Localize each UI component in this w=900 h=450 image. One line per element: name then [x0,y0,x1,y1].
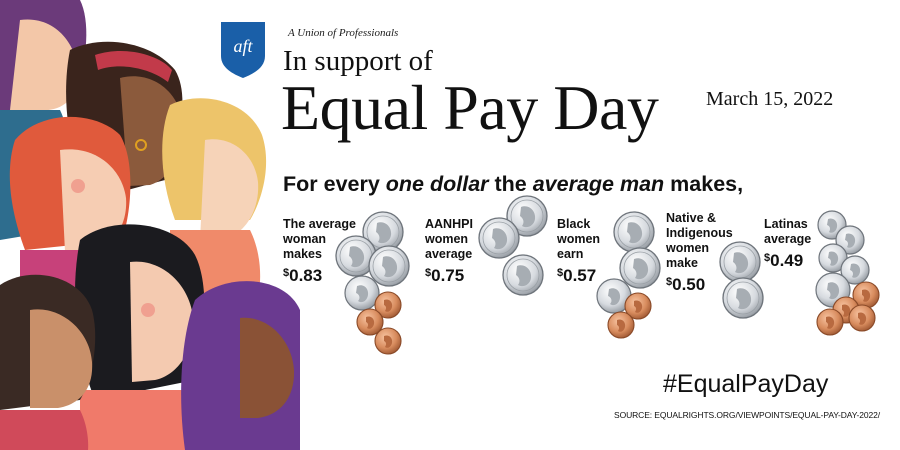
quarter-coin [619,247,661,289]
penny-coin [607,311,635,339]
quarter-coin [368,245,410,287]
stat-value: $0.49 [764,251,804,270]
penny-coin [816,308,844,336]
stat-value: $0.75 [425,266,465,285]
stat-label: Latinas average [764,217,812,246]
quarter-coin [613,211,655,253]
stat-average-woman: The average woman makes $0.83 [283,217,356,286]
stat-label: Black women earn [557,217,601,261]
nickel-coin [815,272,851,308]
women-illustration [0,0,300,450]
woman-blonde [162,98,267,320]
coins-group-aanhpi [478,195,548,296]
hashtag: #EqualPayDay [663,370,829,398]
tagline: A Union of Professionals [288,27,399,39]
source-citation: SOURCE: EQUALRIGHTS.ORG/VIEWPOINTS/EQUAL… [614,410,881,420]
dime-coin [840,255,870,285]
event-date: March 15, 2022 [706,88,834,110]
stat-value: $0.50 [666,275,706,294]
headline-part3: makes, [664,172,744,196]
stat-label: The average woman makes [283,217,356,261]
nickel-coin [596,278,632,314]
coins-group-latinas [815,210,880,336]
stat-value: $0.57 [557,266,597,285]
aft-logo: aft [221,22,265,78]
coins-group-black-women [596,211,661,339]
stat-label: AANHPI women average [425,217,473,261]
headline-emphasis2: average man [532,172,665,196]
stat-native-indigenous: Native & Indigenous women make $0.50 [666,211,733,295]
woman-black-hair [75,224,205,450]
headline-part2: the [488,172,533,196]
headline: For every one dollar the average man mak… [283,172,743,197]
stat-aanhpi: AANHPI women average $0.75 [425,217,473,286]
headline-emphasis1: one dollar [385,172,489,196]
dime-coin [818,243,848,273]
penny-coin [374,327,402,355]
stat-label: Native & Indigenous women make [666,211,733,270]
woman-bottom-left [0,274,96,450]
woman-hijab [181,281,300,450]
quarter-coin [478,217,520,259]
quarter-coin [362,211,404,253]
penny-coin [356,308,384,336]
stat-black-women: Black women earn $0.57 [557,217,600,286]
dime-coin [835,225,865,255]
penny-coin [624,292,652,320]
penny-coin [852,281,880,309]
penny-coin [832,296,860,324]
penny-coin [848,304,876,332]
quarter-coin [502,254,544,296]
stat-latinas: Latinas average $0.49 [764,217,811,271]
stat-value: $0.83 [283,266,323,285]
logo-text: aft [233,36,253,56]
dime-coin [817,210,847,240]
penny-coin [374,291,402,319]
quarter-coin [506,195,548,237]
title-line1: In support of [283,45,433,77]
headline-part1: For every [283,172,386,196]
page-title: Equal Pay Day [281,72,659,143]
